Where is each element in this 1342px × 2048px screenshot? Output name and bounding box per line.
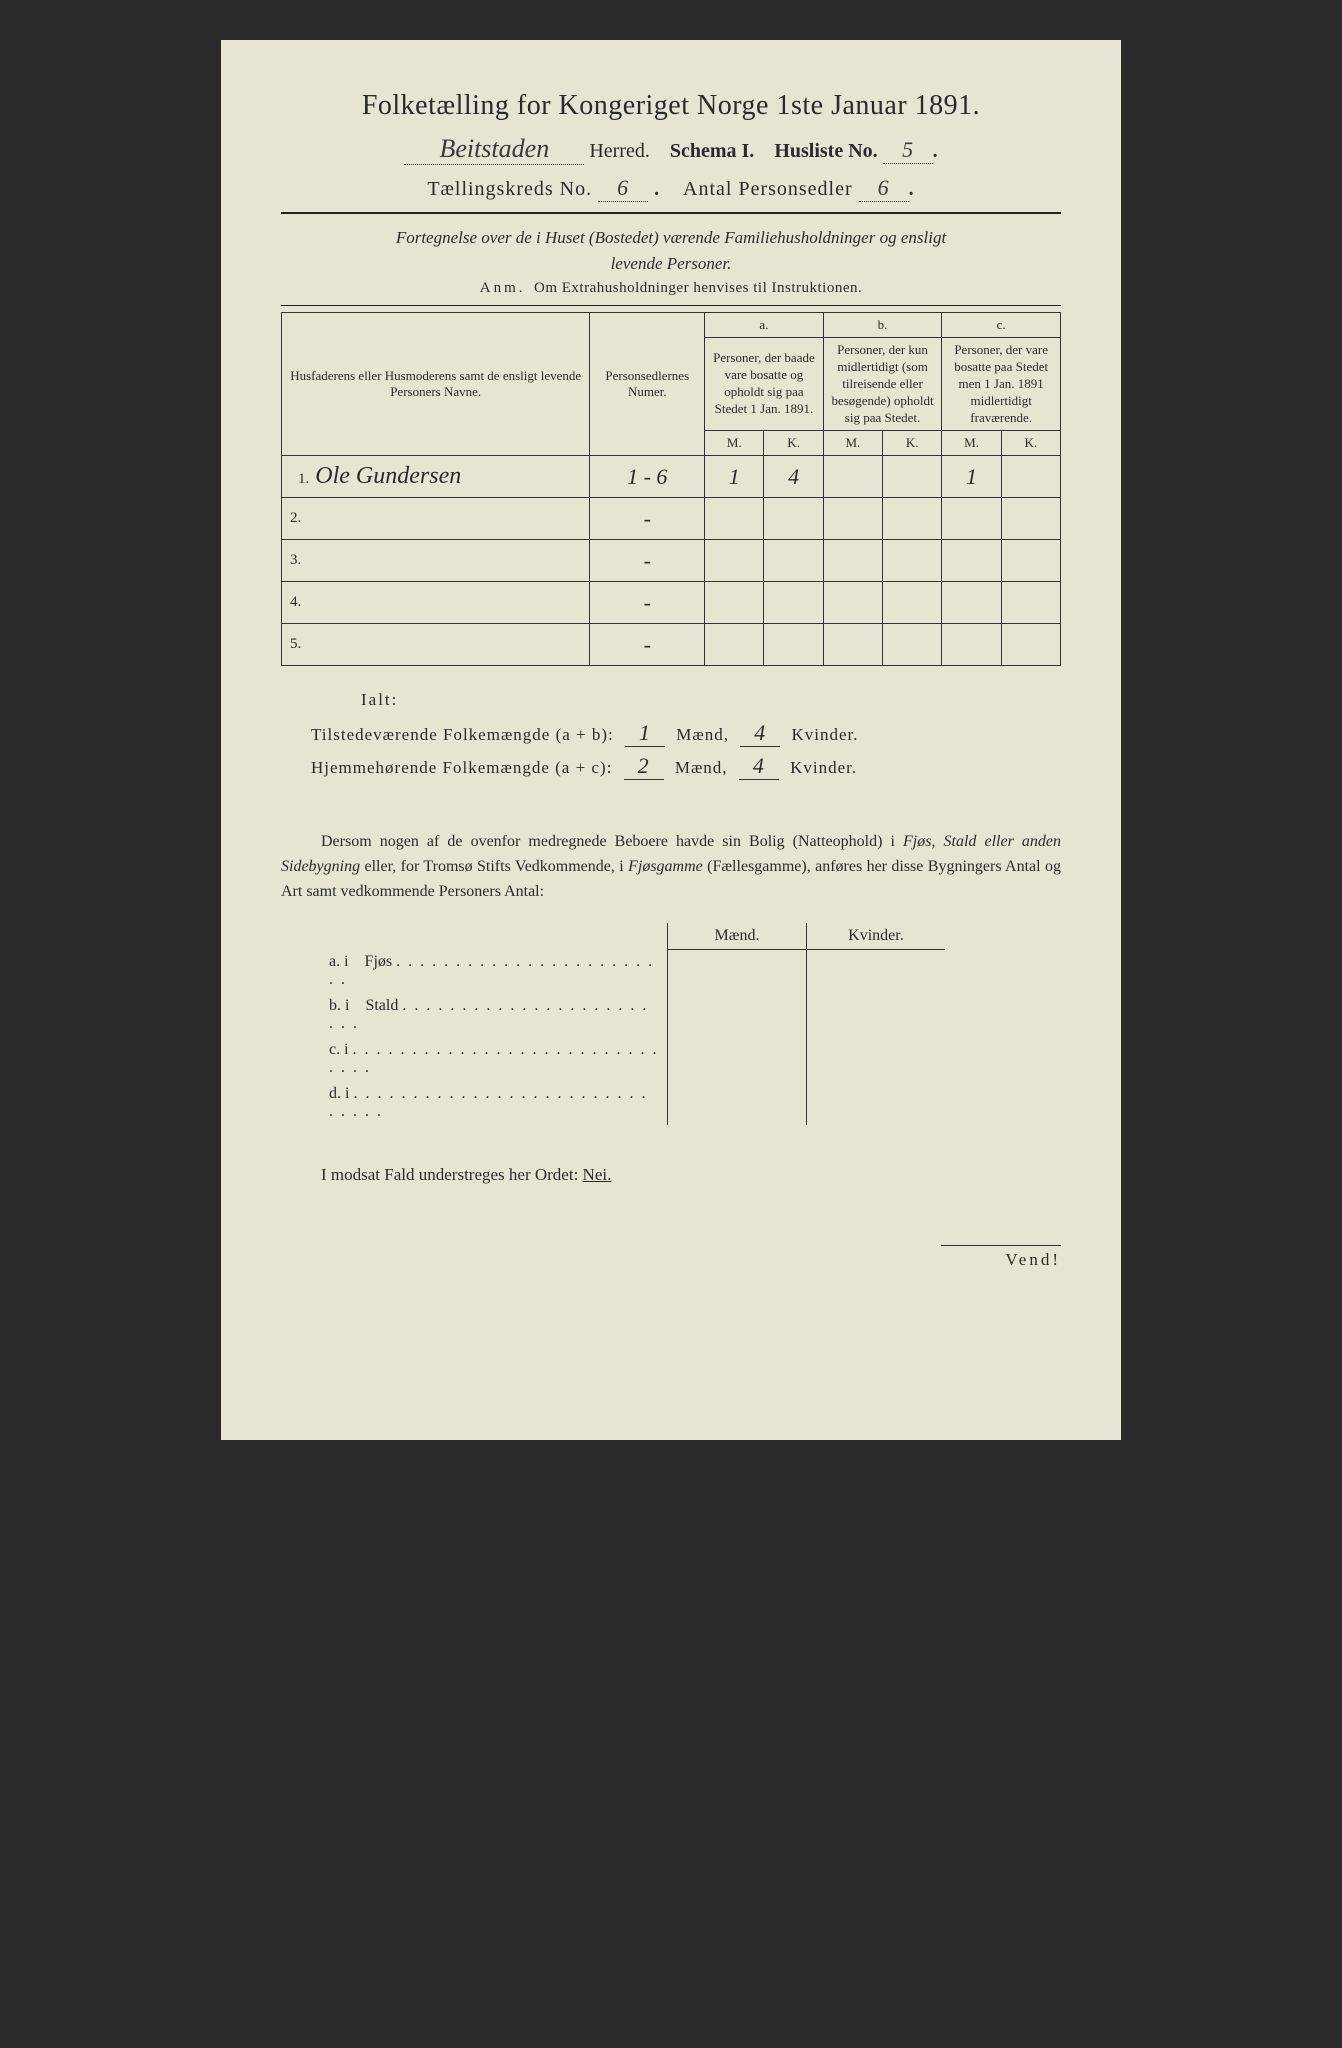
antal-label: Antal Personsedler (683, 178, 853, 200)
husliste-label: Husliste No. (774, 140, 877, 162)
col-a-text: Personer, der baade vare bosatte og opho… (705, 338, 824, 431)
divider (281, 212, 1061, 214)
header-line-2: Tællingskreds No. 6 . Antal Personsedler… (281, 175, 1061, 202)
anm-text: Om Extrahusholdninger henvises til Instr… (534, 280, 862, 296)
description-line-1: Fortegnelse over de i Huset (Bostedet) v… (281, 228, 1061, 248)
c-m: M. (942, 431, 1001, 456)
totals-line-2: Hjemmehørende Folkemængde (a + c): 2 Mæn… (311, 753, 1061, 780)
b-k: K. (883, 431, 942, 456)
census-form-page: Folketælling for Kongeriget Norge 1ste J… (221, 40, 1121, 1440)
page-title: Folketælling for Kongeriget Norge 1ste J… (281, 90, 1061, 122)
kvinder-header: Kvinder. (806, 923, 945, 950)
col-b-text: Personer, der kun midlertidigt (som tilr… (823, 338, 942, 431)
herred-label: Herred. (589, 140, 650, 162)
divider-thin (281, 305, 1061, 306)
nei-line: I modsat Fald understreges her Ordet: Ne… (321, 1165, 1061, 1185)
header-line-1: Beitstaden Herred. Schema I. Husliste No… (281, 134, 1061, 165)
a-k: K. (764, 431, 823, 456)
col-header-name: Husfaderens eller Husmoderens samt de en… (282, 313, 590, 456)
husliste-no: 5 (883, 137, 933, 164)
bolig-paragraph: Dersom nogen af de ovenfor medregnede Be… (281, 830, 1061, 904)
nei-word: Nei. (583, 1165, 612, 1184)
table-row: 3. - (282, 540, 1061, 582)
totals-line-1: Tilstedeværende Folkemængde (a + b): 1 M… (311, 720, 1061, 747)
col-a-label: a. (705, 313, 824, 338)
vend-label: Vend! (941, 1245, 1061, 1270)
col-b-label: b. (823, 313, 942, 338)
table-row: 5. - (282, 624, 1061, 666)
persons-table: Husfaderens eller Husmoderens samt de en… (281, 312, 1061, 666)
a-m: M. (705, 431, 764, 456)
table-row: 4. - (282, 582, 1061, 624)
herred-value: Beitstaden (404, 134, 584, 165)
description-line-2: levende Personer. (281, 254, 1061, 274)
anm-line: Anm. Om Extrahusholdninger henvises til … (281, 280, 1061, 297)
schema-label: Schema I. (670, 140, 754, 162)
antal-no: 6 (859, 175, 909, 202)
bygninger-table: Mænd. Kvinder. a. i Fjøs . . . . . . . .… (321, 923, 945, 1126)
table-row: 2. - (282, 498, 1061, 540)
table-row: 1. Ole Gundersen 1 - 6 1 4 1 (282, 456, 1061, 498)
col-c-text: Personer, der vare bosatte paa Stedet me… (942, 338, 1061, 431)
col-c-label: c. (942, 313, 1061, 338)
maend-header: Mænd. (668, 923, 807, 950)
kreds-no: 6 (598, 175, 648, 202)
col-header-num: Personsedlernes Numer. (590, 313, 705, 456)
ialt-label: Ialt: (361, 690, 1061, 710)
b-m: M. (823, 431, 882, 456)
c-k: K. (1001, 431, 1060, 456)
anm-prefix: Anm. (480, 280, 526, 296)
kreds-label: Tællingskreds No. (427, 178, 592, 200)
